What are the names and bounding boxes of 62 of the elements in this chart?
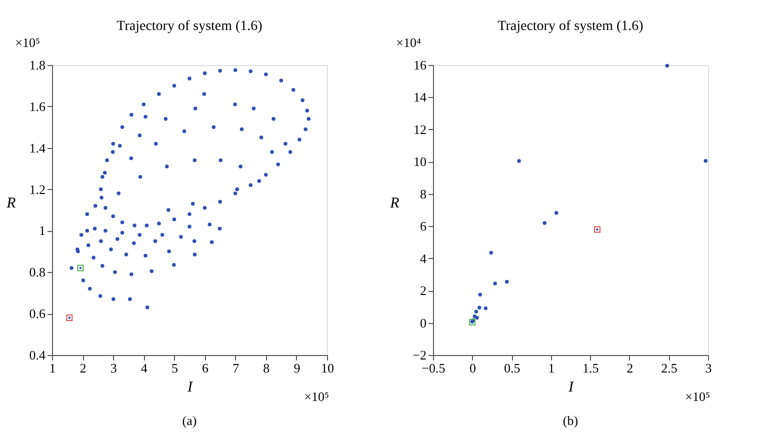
point [704,158,708,163]
y-axis-title: R [389,196,400,212]
point [517,159,521,163]
y-tick-label: 8 [420,186,426,202]
y-tick-label: 1.8 [29,58,46,72]
text: (a) [182,413,197,428]
y-tick-label: 16 [414,58,427,72]
y-tick-label: 14 [414,90,427,105]
x-tick-label: 1 [548,360,555,376]
y-tick-label: 0 [420,315,426,330]
x-tick-label: 2.5 [661,360,678,376]
y-tick-label: 1.4 [29,140,46,156]
y-tick-label: 0.6 [29,306,46,322]
x-tick-label: 1.5 [582,360,599,376]
x-axis-title: I [186,380,194,396]
point [472,314,477,318]
y-tick-label: 2 [420,283,426,298]
x-tick-label: 8 [263,360,270,376]
x-tick-label: 1 [49,360,56,376]
y-tick-label: 10 [414,154,426,170]
x-tick-label: 9 [294,360,300,376]
y-tick-label: 6 [420,218,427,234]
point [594,226,600,233]
y-axis-title: R [6,196,16,212]
x-tick-label: −0.5 [422,360,446,376]
x-tick-label: 0.5 [504,360,520,376]
x-tick-label: 4 [140,360,148,376]
text: ×10⁴ [396,35,422,50]
chart-title: Trajectory of system (1.6) [116,19,263,34]
y-tick-label: 1.2 [29,182,46,197]
point [554,211,558,215]
y-tick-label: 1 [39,223,46,238]
x-tick-label: 2 [626,360,634,376]
y-tick-label: −2 [412,348,426,362]
point [474,310,478,314]
y-tick-label: 0.4 [29,348,46,362]
point [489,250,494,255]
text: (b) [562,413,578,428]
x-tick-label: 7 [232,360,240,376]
x-tick-label: 0 [470,360,476,376]
text: ×10⁵ [15,35,40,50]
x-tick-label: 3 [705,360,712,376]
y-tick-label: 4 [420,250,427,266]
x-tick-label: 10 [321,360,334,376]
point [477,306,482,310]
x-tick-label: 3 [110,360,117,376]
x-tick-label: 2 [80,360,86,376]
x-tick-label: 5 [171,360,178,376]
point [665,64,670,68]
text: ×10⁵ [304,389,329,404]
point [504,280,509,284]
y-tick-label: 12 [414,122,426,137]
y-tick-label: 1.6 [29,98,46,114]
x-axis-title: I [568,380,574,396]
point [493,282,497,286]
x-tick-label: 6 [202,360,210,376]
point [484,306,488,310]
y-tick-label: 0.8 [29,264,46,280]
chart-title: Trajectory of system (1.6) [498,19,644,34]
point [478,292,482,296]
text: ×10⁵ [685,389,710,404]
point [542,221,546,225]
